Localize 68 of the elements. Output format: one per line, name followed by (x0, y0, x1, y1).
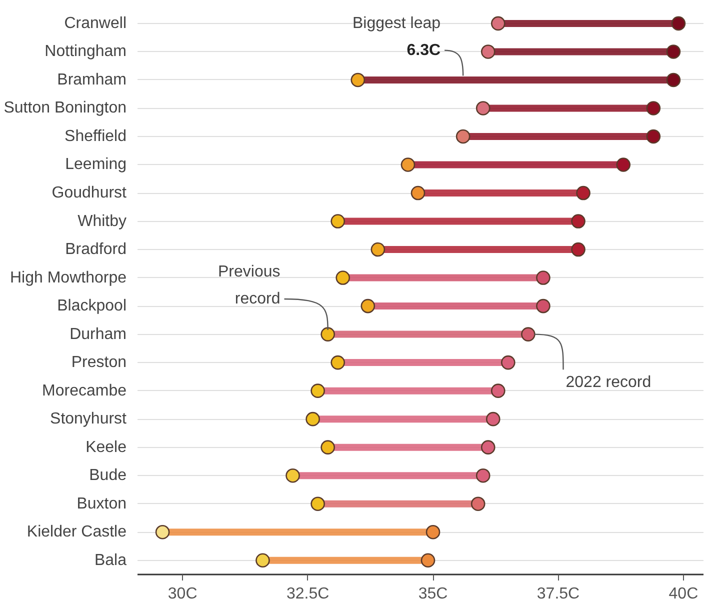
y-tick-label: Bude (89, 467, 127, 484)
point (480, 440, 496, 454)
point (400, 158, 416, 172)
point (666, 44, 681, 59)
point (360, 298, 376, 314)
point (320, 440, 335, 454)
annotation: 2022 record (566, 374, 652, 391)
y-tick-label: Nottingham (44, 43, 127, 60)
y-tick-label: Kielder Castle (26, 524, 127, 541)
y-tick-label: Preston (71, 354, 126, 372)
point (310, 384, 325, 398)
point (536, 298, 550, 314)
y-tick-label: Bradford (65, 241, 127, 258)
y-tick-label: Whitby (78, 212, 127, 230)
point (286, 468, 300, 483)
point (536, 270, 550, 285)
y-tick-label: High Mowthorpe (10, 269, 127, 286)
point (521, 327, 536, 342)
y-tick-label: Stonyhurst (50, 410, 128, 428)
point (490, 16, 506, 31)
point (666, 72, 681, 88)
y-tick-label: Bala (94, 552, 127, 569)
y-tick-label: Blackpool (57, 298, 126, 315)
point (306, 412, 320, 426)
point (501, 355, 516, 370)
point (426, 524, 440, 540)
y-tick-label: Durham (70, 326, 126, 343)
point (646, 101, 661, 116)
y-tick-label: Buxton (76, 495, 126, 512)
y-tick-label: Goudhurst (52, 184, 128, 202)
y-tick-label: Cranwell (64, 14, 127, 32)
point (310, 496, 325, 511)
point (370, 242, 386, 257)
point (571, 214, 586, 228)
point (476, 468, 490, 483)
x-tick-label: 37.5C (536, 586, 580, 602)
y-tick-label: Keele (86, 438, 127, 456)
point (576, 186, 590, 200)
x-tick-label: 30C (168, 586, 198, 602)
point (646, 129, 661, 144)
point (571, 242, 586, 257)
point (320, 327, 335, 342)
point (256, 553, 270, 568)
point (480, 44, 496, 59)
x-tick-label: 32.5C (286, 586, 330, 602)
point (336, 270, 350, 285)
point (476, 101, 490, 116)
point (330, 214, 346, 228)
point (616, 158, 631, 172)
y-tick-label: Leeming (65, 156, 126, 174)
point (350, 72, 366, 88)
annotation: Previous record (218, 264, 280, 308)
point (155, 524, 170, 540)
point (456, 129, 470, 144)
y-tick-label: Morecambe (42, 382, 127, 400)
x-tick-label: 40C (668, 586, 698, 602)
point (420, 553, 436, 568)
point (330, 355, 346, 370)
point (486, 412, 500, 426)
x-tick-label: 35C (418, 586, 448, 602)
annotation: Biggest leap 6.3C (352, 14, 441, 59)
point (470, 496, 486, 511)
y-tick-label: Sheffield (64, 128, 127, 145)
point (671, 16, 686, 31)
point (490, 384, 506, 398)
y-tick-label: Bramham (57, 71, 127, 88)
y-tick-label: Sutton Bonington (4, 100, 126, 117)
point (410, 186, 426, 200)
